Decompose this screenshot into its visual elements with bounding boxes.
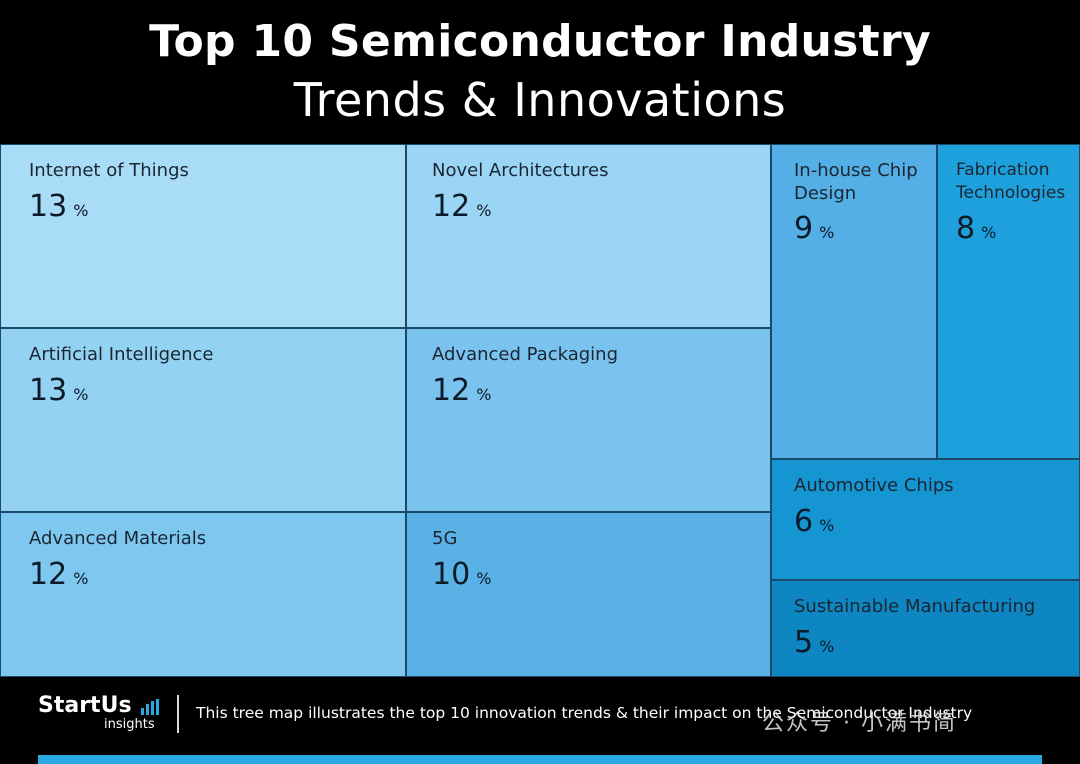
tile-value-number: 10 (432, 557, 471, 592)
page-title: Top 10 Semiconductor Industry (149, 16, 931, 67)
tile-value-number: 5 (794, 625, 814, 660)
tile-value-unit: % (819, 637, 835, 656)
tile-label: Advanced Packaging (432, 344, 619, 365)
tile-value: 6% (794, 504, 834, 539)
tile-label: Sustainable Manufacturing (794, 596, 1036, 617)
tile-value-number: 12 (432, 189, 471, 224)
footer-accent-bar (38, 755, 1042, 764)
tile-value-unit: % (476, 201, 492, 220)
tile-value-unit: % (819, 516, 835, 535)
tile-label: Internet of Things (29, 160, 189, 181)
tile-value: 5% (794, 625, 834, 660)
treemap-tile-artificial-intelligence: Artificial Intelligence 13% (0, 328, 406, 512)
header: Top 10 Semiconductor Industry Trends & I… (0, 0, 1080, 144)
footer: StartUs insights This tree map illustrat… (0, 677, 1080, 764)
tile-label: Novel Architectures (432, 160, 609, 181)
tile-value-number: 12 (432, 373, 471, 408)
treemap-tile-sustainable-manufacturing: Sustainable Manufacturing 5% (771, 580, 1080, 677)
tile-value-unit: % (476, 385, 492, 404)
tile-label: Advanced Materials (29, 528, 207, 549)
treemap-tile-automotive-chips: Automotive Chips 6% (771, 459, 1080, 580)
tile-value: 12% (29, 557, 88, 592)
tile-value: 8% (956, 211, 996, 246)
tile-value-number: 6 (794, 504, 814, 539)
tile-value-number: 9 (794, 211, 814, 246)
tile-value-number: 8 (956, 211, 976, 246)
footer-divider (177, 695, 179, 733)
treemap-tile-internet-of-things: Internet of Things 13% (0, 144, 406, 328)
page-subtitle: Trends & Innovations (293, 73, 787, 127)
tile-value-unit: % (73, 569, 89, 588)
tile-value-unit: % (819, 223, 835, 242)
treemap-tile-in-house-chip-design: In-house Chip Design 9% (771, 144, 937, 459)
treemap-tile-advanced-packaging: Advanced Packaging 12% (406, 328, 771, 512)
treemap-tile-fabrication-technologies: Fabrication Technologies 8% (937, 144, 1080, 459)
tile-value-number: 13 (29, 373, 68, 408)
footer-description: This tree map illustrates the top 10 inn… (196, 704, 973, 722)
treemap-tile-advanced-materials: Advanced Materials 12% (0, 512, 406, 677)
tile-value-number: 12 (29, 557, 68, 592)
tile-value: 12% (432, 189, 491, 224)
tile-label: 5G (432, 528, 458, 549)
logo-brand-text: StartUs (38, 693, 132, 718)
tile-value: 10% (432, 557, 491, 592)
tile-value-unit: % (73, 201, 89, 220)
tile-value-unit: % (981, 223, 997, 242)
treemap-chart: Internet of Things 13% Artificial Intellig… (0, 144, 1080, 677)
logo-sub-text: insights (104, 717, 155, 732)
tile-value-number: 13 (29, 189, 68, 224)
tile-label: Artificial Intelligence (29, 344, 214, 365)
logo-bars-icon (141, 699, 159, 715)
tile-value-unit: % (476, 569, 492, 588)
tile-label: Fabrication Technologies (956, 160, 1066, 203)
startus-logo[interactable]: StartUs insights (38, 693, 168, 737)
treemap-tile-novel-architectures: Novel Architectures 12% (406, 144, 771, 328)
watermark-text: 公众号 · 小满书简 (762, 711, 957, 736)
tile-value: 13% (29, 189, 88, 224)
tile-value: 9% (794, 211, 834, 246)
tile-value-unit: % (73, 385, 89, 404)
tile-label: Automotive Chips (794, 475, 954, 496)
tile-value: 12% (432, 373, 491, 408)
tile-label: In-house Chip Design (794, 160, 918, 204)
tile-value: 13% (29, 373, 88, 408)
treemap-tile-5g: 5G 10% (406, 512, 771, 677)
